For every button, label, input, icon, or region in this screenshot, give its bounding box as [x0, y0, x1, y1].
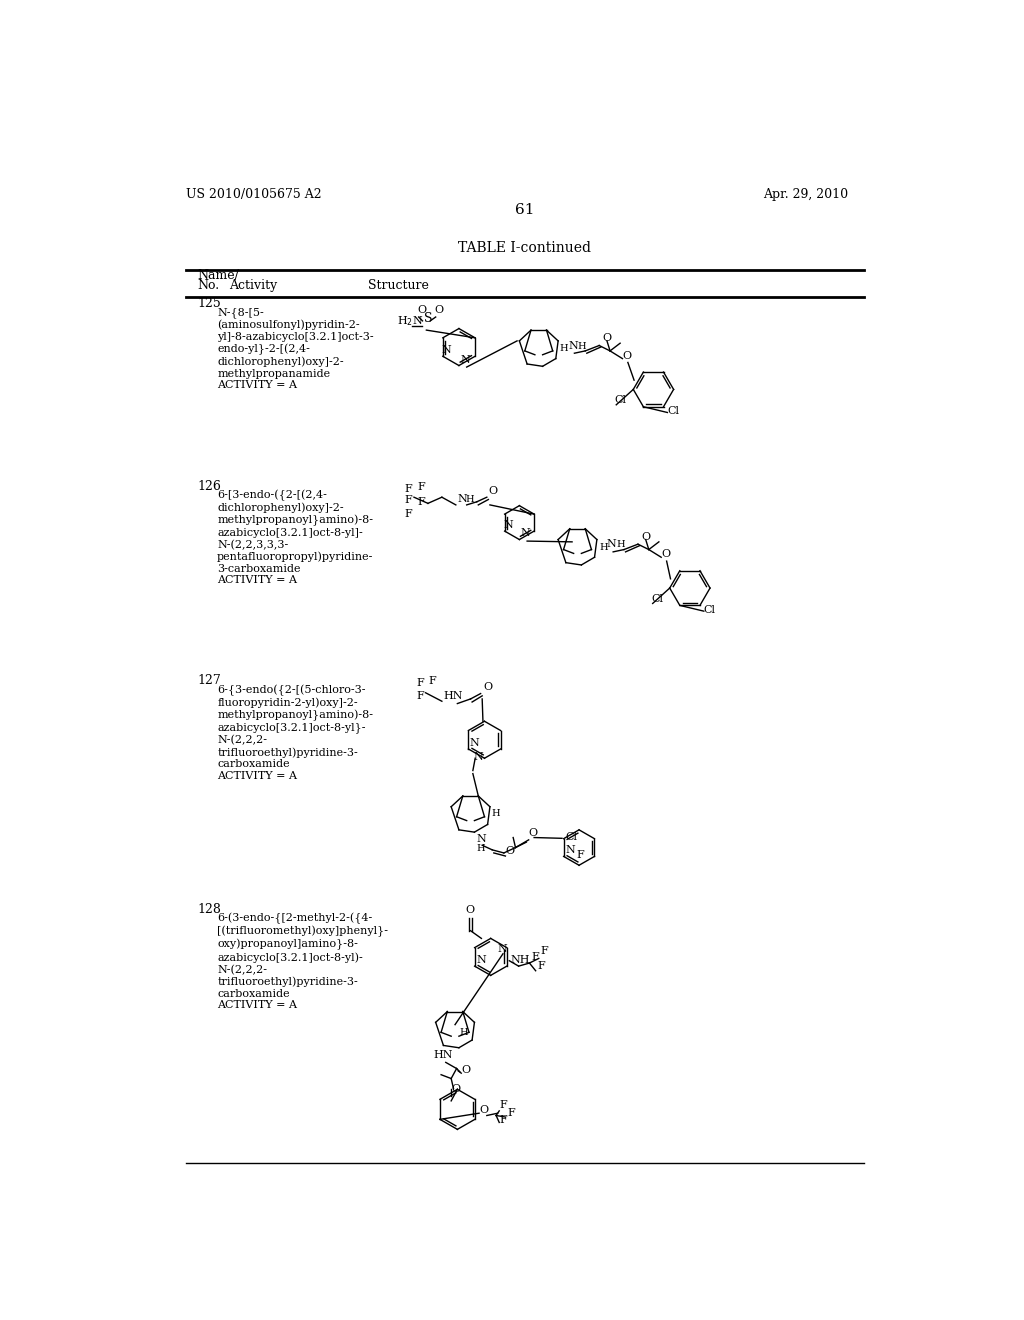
Text: O: O [641, 532, 650, 541]
Text: O: O [465, 906, 474, 915]
Text: TABLE I-continued: TABLE I-continued [459, 242, 591, 255]
Text: H: H [578, 342, 586, 351]
Text: H: H [616, 540, 625, 549]
Text: Cl: Cl [703, 605, 716, 615]
Text: H: H [599, 543, 608, 552]
Text: Cl: Cl [651, 594, 664, 605]
Text: Apr. 29, 2010: Apr. 29, 2010 [764, 189, 849, 202]
Text: F: F [500, 1100, 507, 1110]
Text: F: F [538, 961, 545, 972]
Text: 128: 128 [198, 903, 221, 916]
Text: F: F [417, 496, 425, 507]
Text: F: F [429, 676, 436, 685]
Text: N-{8-[5-
(aminosulfonyl)pyridin-2-
yl]-8-azabicyclo[3.2.1]oct-3-
endo-yl}-2-[(2,: N-{8-[5- (aminosulfonyl)pyridin-2- yl]-8… [217, 308, 374, 391]
Text: F: F [404, 495, 413, 506]
Text: H: H [465, 495, 474, 504]
Text: US 2010/0105675 A2: US 2010/0105675 A2 [186, 189, 322, 202]
Text: N: N [470, 738, 479, 748]
Text: O: O [417, 305, 426, 315]
Text: F: F [541, 946, 548, 956]
Text: Activity: Activity [228, 280, 278, 292]
Text: N: N [477, 834, 486, 845]
Text: H: H [459, 1028, 468, 1036]
Text: NH: NH [511, 956, 530, 965]
Text: 6-(3-endo-{[2-methyl-2-({4-
[(trifluoromethyl)oxy]phenyl}-
oxy)propanoyl]amino}-: 6-(3-endo-{[2-methyl-2-({4- [(trifluorom… [217, 913, 388, 1010]
Text: Cl: Cl [614, 395, 627, 405]
Text: N: N [521, 528, 530, 539]
Text: HN: HN [443, 690, 463, 701]
Text: 6-[3-endo-({2-[(2,4-
dichlorophenyl)oxy]-2-
methylpropanoyl}amino)-8-
azabicyclo: 6-[3-endo-({2-[(2,4- dichlorophenyl)oxy]… [217, 490, 374, 585]
Text: F: F [575, 850, 584, 859]
Text: O: O [623, 351, 632, 360]
Text: F: F [404, 484, 413, 494]
Text: N: N [474, 752, 483, 762]
Text: O: O [483, 681, 493, 692]
Text: O: O [488, 486, 498, 496]
Text: O: O [602, 333, 611, 343]
Text: F: F [417, 482, 425, 491]
Text: Cl: Cl [668, 407, 679, 416]
Text: S: S [424, 313, 432, 326]
Text: H$_2$N: H$_2$N [397, 314, 423, 327]
Text: O: O [461, 1065, 470, 1076]
Text: 61: 61 [515, 203, 535, 216]
Text: F: F [507, 1107, 515, 1118]
Text: No.: No. [198, 280, 220, 292]
Text: 127: 127 [198, 675, 221, 688]
Text: F: F [417, 690, 424, 701]
Text: Cl: Cl [565, 832, 578, 842]
Text: N: N [607, 540, 616, 549]
Text: N: N [568, 341, 578, 351]
Text: O: O [662, 549, 671, 560]
Text: N: N [476, 956, 486, 965]
Text: F: F [500, 1115, 507, 1125]
Text: 6-{3-endo({2-[(5-chloro-3-
fluoropyridin-2-yl)oxy]-2-
methylpropanoyl}amino)-8-
: 6-{3-endo({2-[(5-chloro-3- fluoropyridin… [217, 684, 373, 781]
Text: N: N [441, 346, 451, 355]
Text: H: H [477, 845, 485, 854]
Text: O: O [434, 305, 443, 315]
Text: N: N [461, 355, 470, 366]
Text: F: F [531, 952, 539, 962]
Text: HN: HN [433, 1049, 453, 1060]
Text: F: F [417, 678, 424, 688]
Text: Name/: Name/ [198, 269, 240, 282]
Text: H: H [492, 809, 500, 818]
Text: O: O [452, 1084, 461, 1094]
Text: H: H [560, 345, 568, 352]
Text: 126: 126 [198, 479, 221, 492]
Text: 125: 125 [198, 297, 221, 310]
Text: F: F [404, 510, 413, 519]
Text: N: N [498, 944, 507, 953]
Text: O: O [506, 846, 514, 857]
Text: O: O [528, 828, 538, 838]
Text: N: N [458, 494, 467, 504]
Text: O: O [479, 1105, 488, 1115]
Text: N: N [503, 520, 513, 531]
Text: Structure: Structure [369, 280, 429, 292]
Text: N: N [565, 845, 574, 855]
